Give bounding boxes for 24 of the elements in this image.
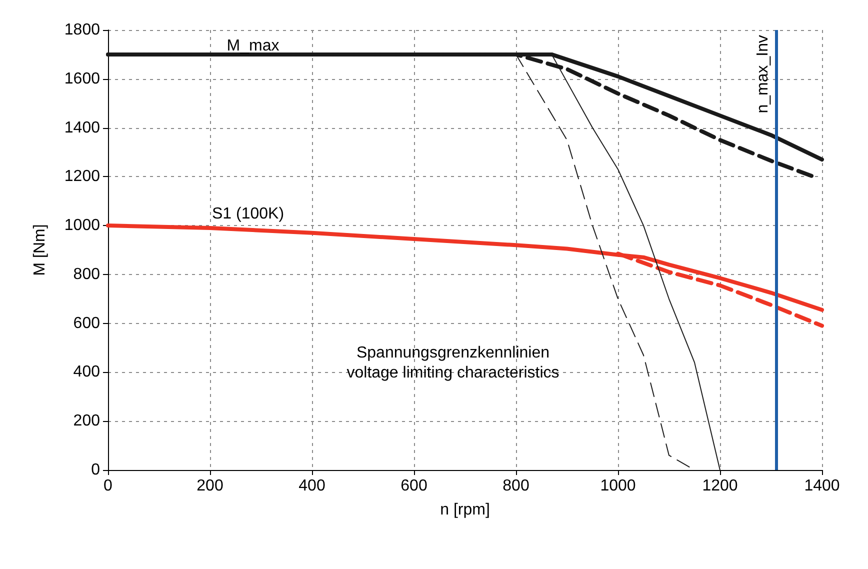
x-tick-label: 200 <box>196 478 224 494</box>
annotation: M_max <box>226 38 280 54</box>
annotation: S1 (100K) <box>212 206 284 222</box>
y-tick-label: 1800 <box>64 22 100 38</box>
y-tick-label: 800 <box>73 266 100 283</box>
x-axis-title: n [rpm] <box>440 502 490 518</box>
ref-line-label: n_max_Inv <box>754 35 772 114</box>
x-tick-label: 800 <box>502 478 530 494</box>
y-tick-label: 1600 <box>64 70 100 88</box>
y-tick-label: 1200 <box>64 168 100 186</box>
y-tick-label: 600 <box>73 314 100 332</box>
y-tick-label: 400 <box>73 364 100 381</box>
y-axis-title: M [Nm] <box>32 224 48 276</box>
x-tick-label: 400 <box>298 478 326 494</box>
x-tick-label: 600 <box>400 478 428 494</box>
x-tick-label: 1000 <box>600 478 636 494</box>
annotation: Spannungsgrenzkennlinien voltage limiting characteristics <box>346 344 560 382</box>
y-tick-label: 200 <box>73 412 100 430</box>
x-tick-label: 1200 <box>702 478 738 494</box>
y-tick-label: 1400 <box>64 119 100 136</box>
y-tick-label: 1000 <box>64 217 100 234</box>
x-tick-label: 0 <box>104 478 113 494</box>
y-tick-label: 0 <box>91 462 100 478</box>
x-tick-label: 1400 <box>804 478 840 494</box>
